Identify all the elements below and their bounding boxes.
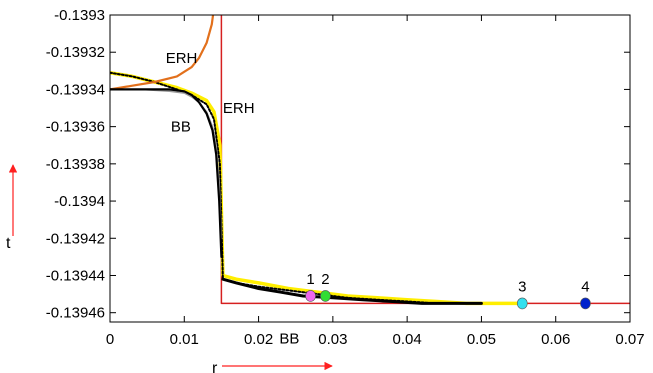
point-marker-label: 4 bbox=[581, 278, 589, 295]
x-tick-label: 0.06 bbox=[541, 331, 570, 348]
x-axis-label-group: r bbox=[212, 360, 333, 373]
y-tick-label: -0.13942 bbox=[46, 230, 105, 247]
x-tick-label: 0.07 bbox=[615, 331, 644, 348]
y-tick-label: -0.13932 bbox=[46, 44, 105, 61]
y-tick-label: -0.1393 bbox=[54, 7, 105, 24]
series-line-6 bbox=[221, 277, 483, 305]
annotation-label: ERH bbox=[166, 50, 198, 67]
tick-layer: 0 0.01 0.02 0.03 0.04 0.05 0.06 0.07 -0.1393 -0.1… bbox=[46, 7, 645, 348]
y-tick-label: -0.13944 bbox=[46, 267, 105, 284]
annotation-label: BB bbox=[171, 119, 191, 136]
point-marker-label: 3 bbox=[518, 278, 526, 295]
series-layer bbox=[110, 15, 630, 306]
point-marker-4 bbox=[580, 297, 591, 310]
y-tick-label: -0.13936 bbox=[46, 119, 105, 136]
y-tick-label: -0.13946 bbox=[46, 305, 105, 322]
annotation-layer: ERH ERH BB BB bbox=[166, 50, 300, 348]
annotation-label: ERH bbox=[223, 100, 255, 117]
y-axis-label: t bbox=[6, 235, 11, 252]
series-line-3 bbox=[110, 15, 215, 91]
series-line-5 bbox=[110, 88, 223, 258]
point-marker-1 bbox=[305, 290, 316, 302]
series-line-2 bbox=[110, 71, 483, 305]
x-tick-label: 0.04 bbox=[393, 331, 422, 348]
x-tick-label: 0.01 bbox=[170, 331, 199, 348]
plot-frame bbox=[109, 14, 631, 323]
y-tick-label: -0.13938 bbox=[46, 156, 105, 173]
x-tick-label: 0.02 bbox=[244, 331, 273, 348]
point-marker-label: 2 bbox=[321, 271, 329, 288]
series-line-0 bbox=[220, 15, 630, 305]
y-axis-label-group: t bbox=[6, 164, 18, 252]
point-marker-2 bbox=[320, 290, 331, 302]
annotation-label: BB bbox=[279, 331, 299, 348]
point-marker-label: 1 bbox=[306, 271, 314, 288]
point-marker-3 bbox=[516, 297, 528, 310]
series-line-1 bbox=[110, 70, 528, 306]
x-tick-label: 0 bbox=[106, 331, 114, 348]
y-tick-label: -0.1394 bbox=[54, 193, 105, 210]
x-axis-label: r bbox=[212, 360, 218, 373]
x-tick-label: 0.05 bbox=[467, 331, 496, 348]
y-tick-label: -0.13934 bbox=[46, 81, 105, 98]
x-tick-label: 0.03 bbox=[318, 331, 347, 348]
